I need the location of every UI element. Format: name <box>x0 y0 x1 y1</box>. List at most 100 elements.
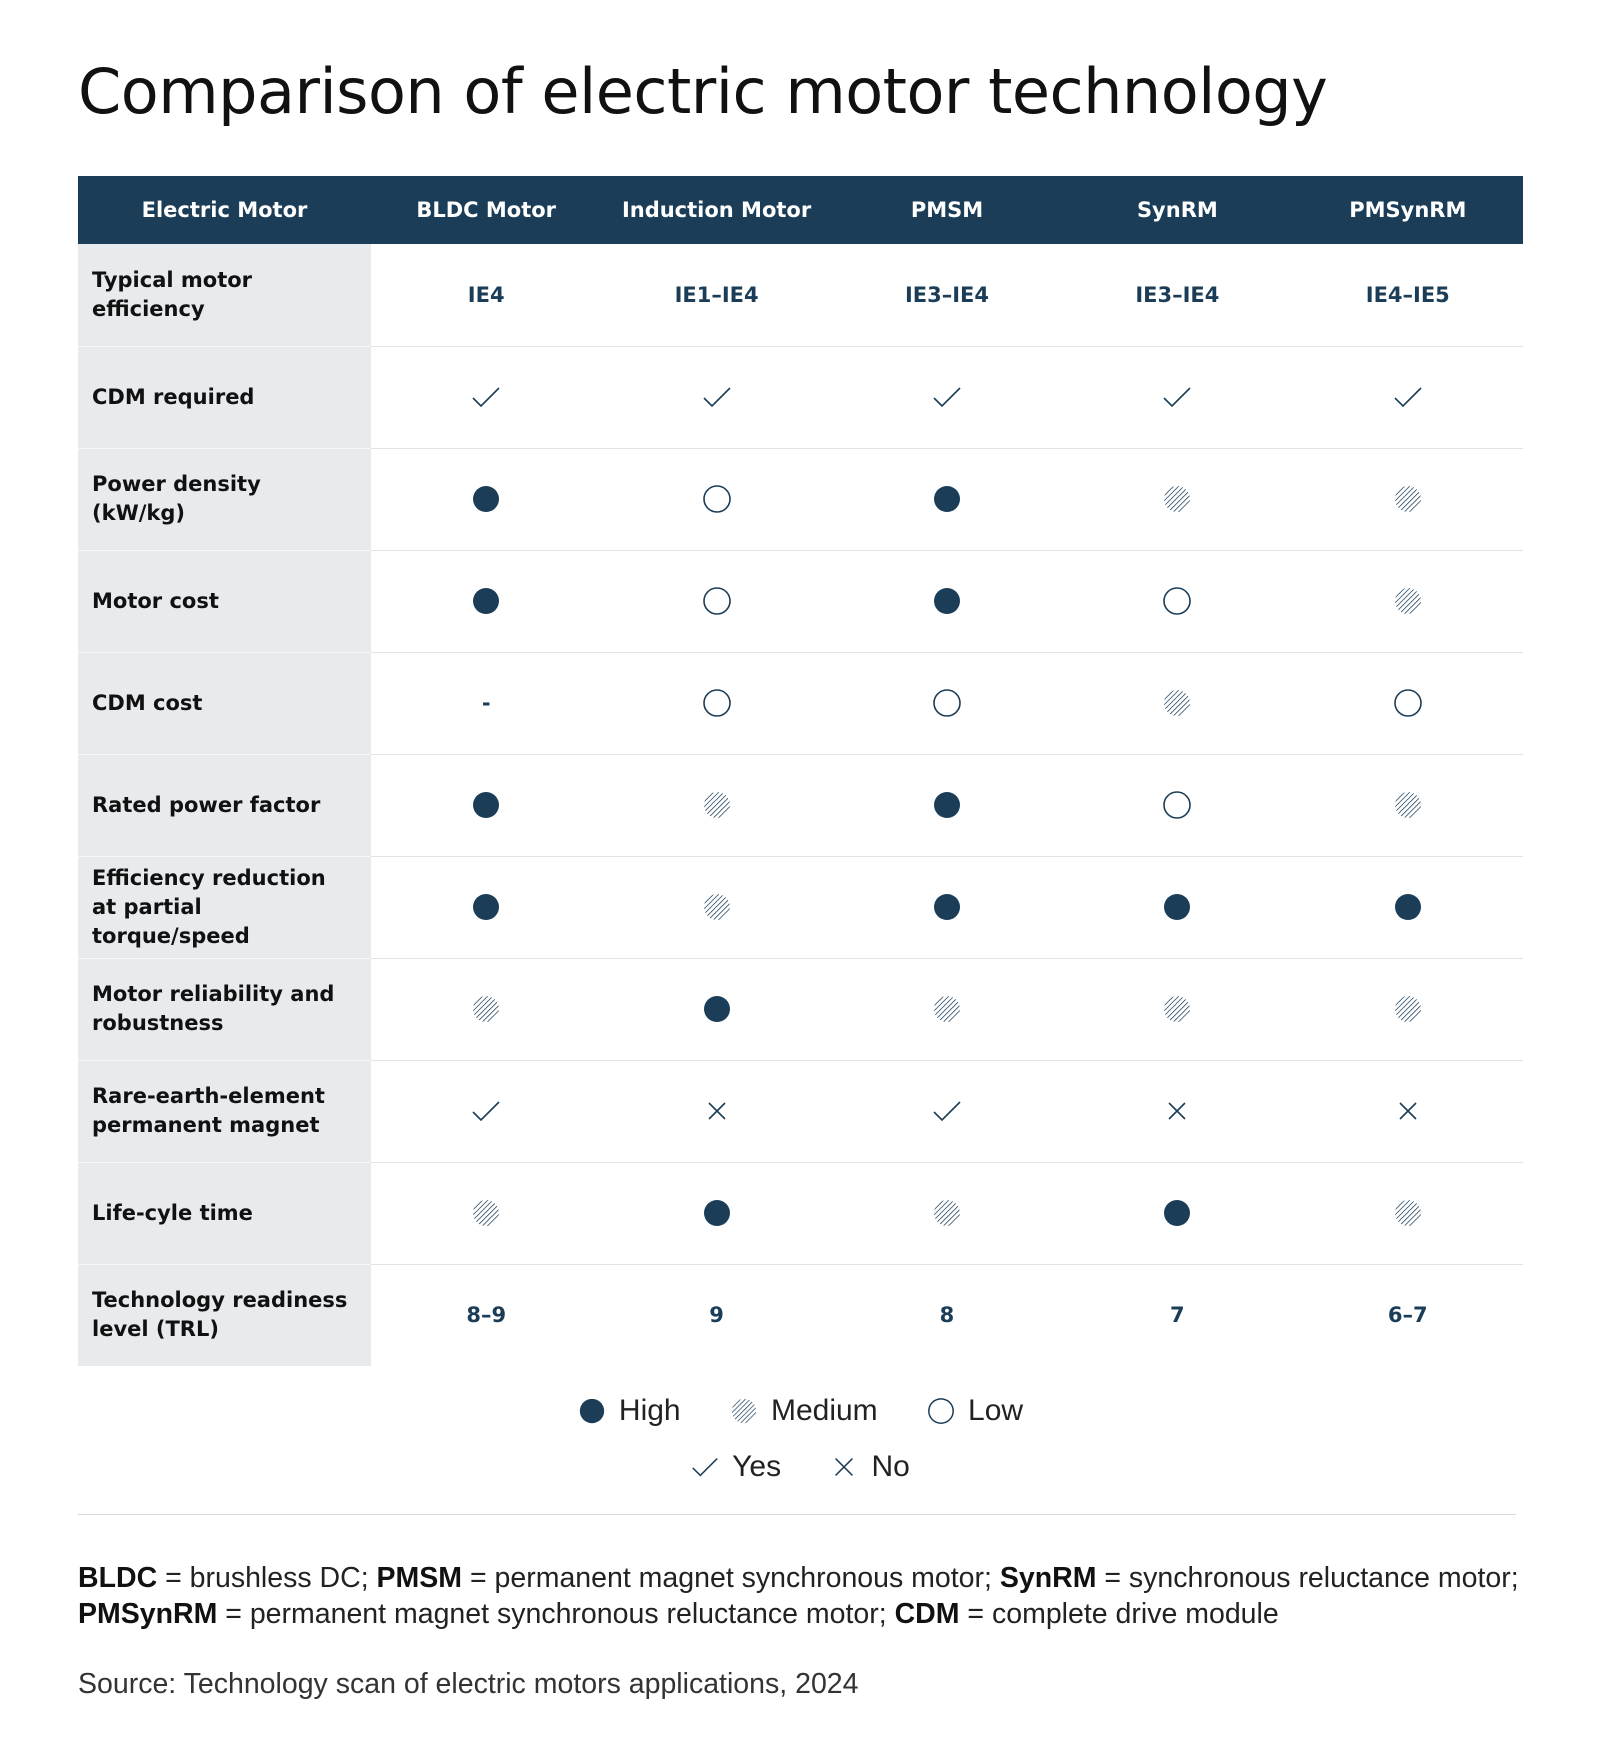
table-cell: IE1–IE4 <box>601 244 832 347</box>
cell-value: 9 <box>709 1303 724 1328</box>
table-cell <box>1062 346 1293 449</box>
table-cell <box>831 1162 1063 1265</box>
table-cell <box>1062 1060 1293 1163</box>
cell-value: IE4 <box>467 282 505 307</box>
legend-yes: Yes <box>690 1450 781 1484</box>
table-cell <box>371 346 602 449</box>
filled-circle-icon <box>470 585 502 617</box>
hatched-circle-icon <box>931 993 963 1025</box>
abbreviation-definition: = complete drive module <box>959 1598 1279 1630</box>
checkmark-icon <box>1161 381 1193 413</box>
cell-value: 8 <box>939 1303 955 1328</box>
table-cell <box>1292 550 1523 653</box>
hatched-circle-icon <box>701 891 733 923</box>
table-cell: 8–9 <box>371 1264 601 1366</box>
cross-icon <box>1161 1095 1193 1127</box>
table-body: Typical motor efficiency IE4 IE1–IE4 IE3–IE… <box>78 244 1523 1366</box>
table-cell <box>1292 754 1523 857</box>
source-note: Source: Technology scan of electric moto… <box>78 1668 859 1700</box>
table-cell: 8 <box>832 1264 1062 1366</box>
hatched-circle-icon <box>470 1197 502 1229</box>
empty-circle-icon <box>1161 585 1193 617</box>
table-cell <box>1292 652 1523 755</box>
divider <box>78 1514 1516 1515</box>
table-cell <box>371 856 602 959</box>
cell-value: - <box>481 691 491 715</box>
table-cell <box>1292 346 1523 449</box>
table-cell <box>371 1060 602 1163</box>
legend-high-label: High <box>618 1394 681 1427</box>
empty-circle-icon <box>931 687 963 719</box>
table-row: Power density (kW/kg) <box>78 448 1523 551</box>
table-cell <box>1062 448 1293 551</box>
legend-medium-label: Medium <box>770 1394 878 1427</box>
table-cell <box>601 550 832 653</box>
hatched-circle-icon <box>1161 993 1193 1025</box>
table-header: Electric Motor BLDC Motor Induction Motor P… <box>78 176 1523 244</box>
cross-icon <box>701 1095 733 1127</box>
abbreviations-footnote: BLDC = brushless DC; PMSM = permanent ma… <box>78 1560 1538 1632</box>
column-header-electric-motor: Electric Motor <box>78 176 371 244</box>
column-header-pmsm: PMSM <box>831 176 1063 244</box>
cell-value: IE4–IE5 <box>1365 282 1450 307</box>
checkmark-icon <box>1392 381 1424 413</box>
table-row: Efficiency reduction at partial torque/s… <box>78 856 1523 959</box>
cross-icon <box>1392 1095 1424 1127</box>
table-row: Rare-earth-element permanent magnet <box>78 1060 1523 1163</box>
table-row: Motor reliability and robustness <box>78 958 1523 1061</box>
filled-circle-icon <box>470 891 502 923</box>
hatched-circle-icon <box>470 993 502 1025</box>
cell-value: 6–7 <box>1387 1303 1428 1328</box>
row-label: CDM cost <box>78 652 371 755</box>
checkmark-icon <box>701 381 733 413</box>
filled-circle-icon <box>1161 1197 1193 1229</box>
legend-medium: Medium <box>729 1394 878 1428</box>
abbreviation-definition: = permanent magnet synchronous motor; <box>462 1562 1000 1594</box>
filled-circle-icon <box>470 789 502 821</box>
filled-circle-icon <box>701 1197 733 1229</box>
legend-yes-no: Yes No <box>0 1450 1600 1490</box>
cell-value: IE3–IE4 <box>904 282 989 307</box>
abbreviation-definition: = synchronous reluctance motor; <box>1096 1562 1519 1594</box>
table-cell <box>371 958 602 1061</box>
table-cell: 7 <box>1062 1264 1292 1366</box>
table-row: Rated power factor <box>78 754 1523 857</box>
filled-circle-icon <box>931 789 963 821</box>
table-cell <box>831 856 1063 959</box>
table-row: Life-cyle time <box>78 1162 1523 1265</box>
filled-circle-icon <box>931 585 963 617</box>
table-cell <box>1062 958 1293 1061</box>
column-header-synrm: SynRM <box>1062 176 1293 244</box>
empty-circle-icon <box>701 687 733 719</box>
hatched-circle-icon <box>931 1197 963 1229</box>
table-cell <box>831 448 1063 551</box>
abbreviation-term: PMSM <box>376 1562 463 1594</box>
row-label: Rated power factor <box>78 754 371 857</box>
abbreviation-term: BLDC <box>78 1562 158 1594</box>
table-cell: - <box>371 652 602 755</box>
filled-circle-icon <box>1161 891 1193 923</box>
checkmark-icon <box>692 1458 718 1477</box>
table-cell <box>601 652 832 755</box>
row-label: Life-cyle time <box>78 1162 371 1265</box>
table-cell <box>831 652 1063 755</box>
table-cell <box>1292 958 1523 1061</box>
header-row: Electric Motor BLDC Motor Induction Motor P… <box>78 176 1523 244</box>
abbreviation-definition: = brushless DC; <box>157 1562 377 1594</box>
hatched-circle-icon <box>729 1396 759 1426</box>
table-cell <box>371 1162 602 1265</box>
cell-value: IE1–IE4 <box>674 282 759 307</box>
abbreviation-term: PMSynRM <box>78 1598 218 1630</box>
table-cell <box>831 958 1063 1061</box>
table-cell: 6–7 <box>1293 1264 1523 1366</box>
legend-high: High <box>577 1394 681 1428</box>
table-cell <box>1062 550 1293 653</box>
filled-circle-icon <box>931 483 963 515</box>
table-row: CDM required <box>78 346 1523 449</box>
table-cell <box>831 1060 1063 1163</box>
filled-circle-icon <box>579 1398 605 1424</box>
table-cell <box>1062 856 1293 959</box>
table-cell: IE3–IE4 <box>1062 244 1293 347</box>
column-header-bldc-motor: BLDC Motor <box>371 176 602 244</box>
empty-circle-icon <box>701 483 733 515</box>
